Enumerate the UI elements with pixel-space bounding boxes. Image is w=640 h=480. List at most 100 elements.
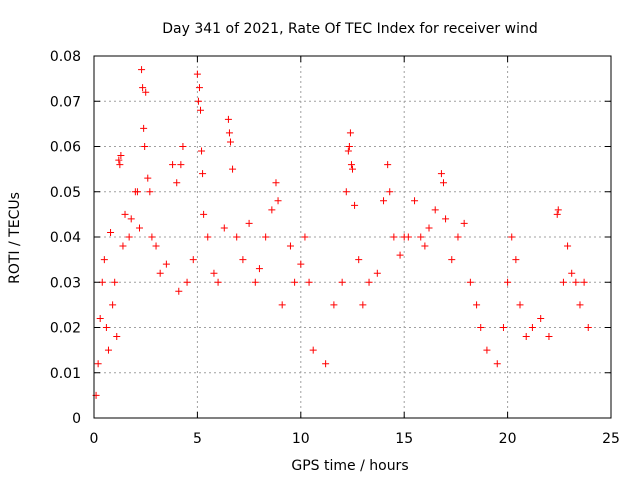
data-point	[431, 206, 439, 214]
data-point	[522, 333, 530, 341]
data-point	[139, 84, 147, 92]
data-point	[233, 233, 241, 241]
data-point	[117, 152, 125, 160]
data-point	[466, 278, 474, 286]
data-point	[580, 278, 588, 286]
plot-frame	[93, 55, 612, 419]
data-point	[239, 256, 247, 264]
data-point	[141, 143, 149, 150]
data-point	[559, 278, 567, 286]
data-point	[144, 174, 152, 182]
data-point	[229, 165, 237, 173]
y-tick-label: 0.03	[50, 275, 81, 291]
data-point	[197, 106, 205, 114]
data-point	[109, 301, 117, 309]
data-point	[199, 170, 207, 178]
data-point	[94, 360, 102, 368]
data-point	[442, 215, 450, 223]
data-point	[384, 161, 392, 169]
y-tick-label: 0.06	[50, 140, 81, 156]
data-point	[100, 256, 108, 264]
data-point	[121, 210, 129, 218]
data-point	[359, 301, 367, 309]
data-point	[214, 278, 222, 286]
x-tick-label: 25	[602, 431, 620, 447]
data-point	[169, 161, 177, 169]
data-point	[127, 215, 135, 223]
data-point	[301, 233, 309, 241]
data-point	[421, 242, 429, 250]
data-point	[572, 278, 580, 286]
y-tick-label: 0.04	[50, 230, 81, 246]
data-point	[528, 324, 536, 331]
x-tick-label: 0	[90, 431, 99, 447]
grid	[94, 56, 611, 418]
data-point	[417, 233, 425, 241]
data-point	[305, 278, 313, 286]
data-point	[125, 233, 133, 241]
data-point	[111, 278, 119, 286]
data-point	[251, 278, 259, 286]
data-point	[512, 256, 520, 264]
data-point	[286, 242, 294, 250]
x-tick-label: 20	[499, 431, 517, 447]
y-tick-label: 0.01	[50, 366, 81, 382]
data-point	[278, 301, 286, 309]
data-point	[102, 324, 110, 331]
data-point	[183, 278, 191, 286]
data-point	[568, 269, 576, 277]
x-axis-label: GPS time / hours	[291, 458, 408, 474]
data-point	[454, 233, 462, 241]
data-point	[115, 156, 123, 164]
data-point	[148, 233, 156, 241]
data-point	[373, 269, 381, 277]
data-point	[138, 66, 146, 74]
x-tick-label: 10	[292, 431, 310, 447]
y-tick-label: 0.07	[50, 94, 81, 110]
data-point	[204, 233, 212, 241]
data-point	[146, 188, 154, 196]
data-point	[508, 233, 516, 241]
data-point	[344, 147, 352, 155]
data-point	[460, 219, 468, 227]
data-point	[198, 147, 206, 155]
tick-labels: 0 5 10 15 20 25 0 0.01 0.02 0.03 0.04 0.05 0.06 0.07 0…	[50, 49, 620, 447]
data-point	[104, 346, 112, 354]
y-axis-label: ROTI / TECUs	[7, 192, 23, 284]
data-point	[499, 324, 507, 331]
data-point	[545, 333, 553, 341]
data-point	[226, 138, 234, 146]
data-point	[220, 224, 228, 232]
data-point	[96, 314, 104, 322]
y-tick-label: 0.08	[50, 49, 81, 65]
data-point	[390, 233, 398, 241]
data-point	[274, 197, 282, 205]
data-point	[262, 233, 270, 241]
data-point	[437, 170, 445, 178]
data-point	[483, 346, 491, 354]
data-point	[553, 210, 561, 218]
data-point	[116, 161, 124, 169]
data-point	[386, 188, 394, 196]
data-point	[537, 314, 545, 322]
data-point	[119, 242, 127, 250]
data-point	[411, 197, 419, 205]
data-point	[113, 333, 121, 341]
data-point	[162, 260, 170, 268]
data-point	[338, 278, 346, 286]
data-point	[255, 265, 263, 273]
data-point	[396, 251, 404, 259]
data-points	[92, 66, 592, 399]
data-point	[346, 129, 354, 137]
data-point	[576, 301, 584, 309]
data-point	[156, 269, 164, 277]
axis-ticks	[93, 55, 612, 419]
data-point	[245, 219, 253, 227]
data-point	[133, 188, 141, 196]
data-point	[584, 324, 592, 331]
data-point	[189, 256, 197, 264]
data-point	[291, 278, 299, 286]
x-tick-label: 15	[395, 431, 413, 447]
chart-title: Day 341 of 2021, Rate Of TEC Index for r…	[162, 21, 537, 37]
